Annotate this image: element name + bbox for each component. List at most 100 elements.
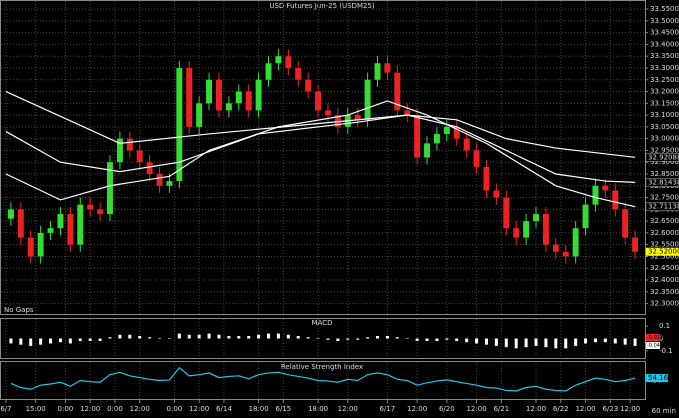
candle-body — [483, 166, 490, 191]
y-tick-label: 32.6000 — [650, 229, 679, 237]
moving-average — [5, 114, 636, 183]
x-tick-label: 6/7 — [0, 405, 11, 413]
candle-body — [295, 67, 302, 80]
y-tick-label: 33.4000 — [650, 40, 679, 48]
candle-body — [453, 126, 460, 139]
macd-bar — [247, 336, 251, 339]
macd-bar — [167, 338, 171, 339]
macd-bar — [425, 338, 429, 341]
macd-bar — [465, 338, 469, 343]
candle-body — [255, 79, 262, 111]
macd-bar — [78, 338, 82, 341]
candle-body — [87, 204, 94, 210]
rsi-title: Relative Strength Index — [281, 363, 363, 371]
x-tick-label: 0:00 — [167, 405, 183, 413]
macd-bar — [524, 338, 528, 348]
macd-bar — [237, 336, 241, 339]
y-tick-label: 32.8500 — [650, 170, 679, 178]
candle-body — [354, 115, 361, 120]
macd-bar — [504, 338, 508, 348]
macd-bar — [494, 338, 498, 346]
y-tick-label: -0.1 — [659, 347, 673, 355]
x-tick-label: 12:00 — [130, 405, 150, 413]
macd-bar — [29, 338, 33, 346]
candle-body — [384, 63, 391, 73]
candle-body — [17, 209, 24, 238]
x-tick-label: 6/15 — [276, 405, 292, 413]
macd-marker-label: -0.01838 — [647, 335, 669, 341]
candle-body — [414, 115, 421, 158]
candle-body — [57, 214, 64, 229]
gap-note: No Gaps — [4, 306, 34, 314]
candle-body — [196, 103, 203, 127]
candle-body — [206, 79, 213, 104]
candle-body — [116, 138, 123, 163]
macd-bar — [19, 338, 23, 345]
candle-body — [394, 72, 401, 111]
candle-body — [235, 91, 242, 104]
y-tick-label: 33.2000 — [650, 88, 679, 96]
x-tick-label: 12:00 — [575, 405, 595, 413]
candle-body — [156, 173, 163, 186]
macd-bar — [39, 338, 43, 345]
candle-body — [612, 190, 619, 210]
price-marker — [645, 153, 679, 162]
candle-body — [215, 79, 222, 111]
macd-bar — [435, 338, 439, 341]
candle-body — [562, 251, 569, 257]
candle-body — [146, 162, 153, 174]
macd-bar — [593, 338, 597, 343]
y-tick-label: 33.0000 — [650, 135, 679, 143]
macd-bar — [267, 333, 271, 339]
macd-bar — [445, 338, 449, 340]
candle-body — [47, 228, 54, 233]
macd-bar — [316, 338, 320, 339]
candle-body — [443, 126, 450, 134]
candle-body — [245, 91, 252, 111]
candle-body — [463, 138, 470, 151]
x-tick-label: 6/23 — [602, 405, 618, 413]
candle-body — [285, 56, 292, 68]
x-tick-label: 0:00 — [107, 405, 123, 413]
macd-bar — [187, 334, 191, 339]
macd-bar — [346, 338, 350, 340]
macd-bar — [514, 338, 518, 349]
candle-body — [622, 209, 629, 238]
x-tick-label: 12:00 — [338, 405, 358, 413]
candle-body — [503, 197, 510, 229]
y-tick-label: 32.4000 — [650, 276, 679, 284]
chart-title: USD Futures Jun-25 (USDM25) — [269, 2, 375, 10]
x-tick-label: 18:00 — [249, 405, 269, 413]
candle-body — [572, 228, 579, 257]
candle-body — [315, 91, 322, 111]
y-tick-label: 32.9000 — [650, 158, 679, 166]
macd-bar — [108, 337, 112, 339]
macd-bar — [613, 338, 617, 344]
x-tick-label: 6/22 — [553, 405, 569, 413]
y-tick-label: 33.4500 — [650, 29, 679, 37]
candle-body — [632, 237, 639, 252]
macd-marker — [646, 334, 660, 341]
rsi-line — [10, 366, 636, 392]
macd-bar — [375, 336, 379, 339]
macd-marker — [646, 342, 660, 349]
candle-body — [582, 204, 589, 229]
y-tick-label: 33.5000 — [650, 17, 679, 25]
macd-bar — [564, 338, 568, 349]
macd-bar — [603, 338, 607, 343]
candle-body — [523, 221, 530, 238]
candle-body — [374, 63, 381, 80]
y-tick-label: 33.5500 — [650, 5, 679, 13]
candle-body — [176, 67, 183, 182]
macd-bar — [286, 334, 290, 339]
x-tick-label: 6/20 — [439, 405, 455, 413]
macd-bar — [68, 338, 72, 344]
candle-body — [334, 115, 341, 127]
x-tick-label: 12:00 — [407, 405, 427, 413]
y-tick-label: 32.6500 — [650, 217, 679, 225]
y-tick-label: 32.3500 — [650, 288, 679, 296]
macd-bar — [574, 338, 578, 346]
macd-bar — [405, 338, 409, 339]
macd-bar — [336, 338, 340, 341]
y-tick-label: 33.3500 — [650, 52, 679, 60]
